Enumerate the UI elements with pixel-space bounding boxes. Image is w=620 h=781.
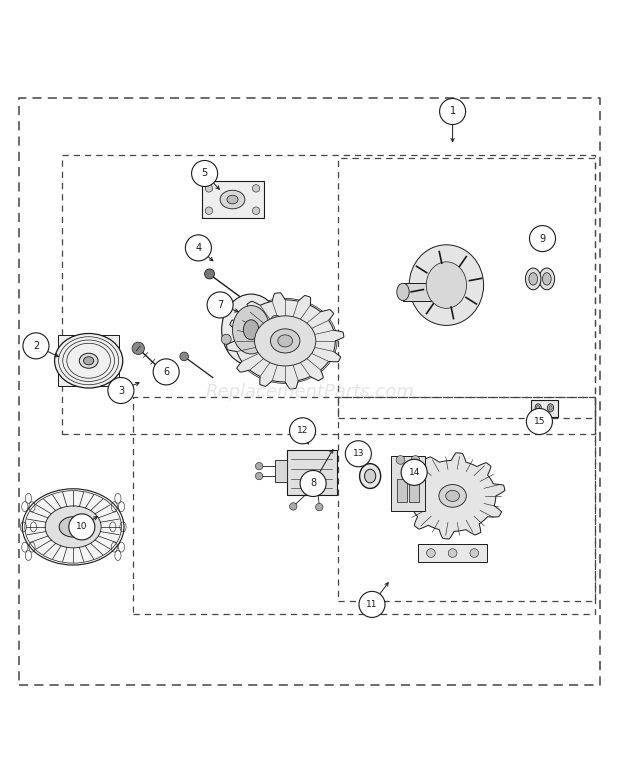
Bar	[418, 544, 487, 562]
Ellipse shape	[425, 473, 480, 519]
Circle shape	[290, 418, 316, 444]
Circle shape	[448, 549, 457, 558]
Ellipse shape	[220, 191, 245, 209]
Circle shape	[192, 160, 218, 187]
Circle shape	[255, 473, 263, 480]
Text: 15: 15	[534, 417, 545, 426]
Ellipse shape	[360, 464, 381, 488]
Ellipse shape	[232, 305, 270, 354]
Circle shape	[252, 184, 260, 192]
Circle shape	[345, 440, 371, 467]
Circle shape	[401, 459, 427, 485]
Ellipse shape	[45, 506, 101, 548]
Circle shape	[69, 514, 95, 540]
Ellipse shape	[397, 284, 409, 301]
Polygon shape	[401, 453, 505, 539]
Ellipse shape	[409, 244, 484, 326]
Circle shape	[411, 455, 420, 464]
Circle shape	[205, 184, 213, 192]
Circle shape	[252, 207, 260, 215]
Bar	[287, 450, 337, 494]
Text: 8: 8	[310, 479, 316, 488]
Circle shape	[108, 377, 134, 404]
Circle shape	[396, 455, 405, 464]
Text: 4: 4	[195, 243, 202, 253]
Circle shape	[185, 235, 211, 261]
Text: 11: 11	[366, 600, 378, 609]
Ellipse shape	[233, 298, 337, 383]
Ellipse shape	[243, 320, 259, 340]
Bar	[397, 479, 407, 502]
Ellipse shape	[79, 353, 98, 369]
Text: 5: 5	[202, 169, 208, 179]
Ellipse shape	[278, 335, 293, 347]
Text: ReplacementParts.com: ReplacementParts.com	[206, 383, 414, 401]
Ellipse shape	[446, 490, 459, 501]
Text: 9: 9	[539, 234, 546, 244]
Text: 3: 3	[118, 386, 124, 395]
Circle shape	[153, 359, 179, 385]
Circle shape	[316, 503, 323, 511]
Circle shape	[100, 370, 112, 382]
Ellipse shape	[84, 357, 94, 365]
Text: 14: 14	[409, 468, 420, 477]
Ellipse shape	[365, 469, 376, 483]
Circle shape	[23, 333, 49, 359]
Circle shape	[470, 549, 479, 558]
Ellipse shape	[255, 316, 316, 366]
Circle shape	[66, 370, 77, 382]
Circle shape	[205, 269, 215, 279]
Text: 6: 6	[163, 367, 169, 377]
Bar	[403, 284, 459, 301]
Ellipse shape	[222, 294, 280, 366]
Bar	[202, 181, 264, 218]
Ellipse shape	[529, 273, 538, 285]
Ellipse shape	[549, 405, 552, 410]
Circle shape	[221, 334, 231, 344]
Ellipse shape	[535, 404, 541, 412]
Ellipse shape	[439, 484, 466, 507]
Ellipse shape	[537, 405, 539, 410]
Circle shape	[529, 226, 556, 251]
Text: 2: 2	[33, 341, 39, 351]
Ellipse shape	[59, 517, 87, 537]
Text: 7: 7	[217, 300, 223, 310]
Circle shape	[440, 98, 466, 124]
Bar	[531, 400, 558, 417]
Circle shape	[300, 470, 326, 497]
Circle shape	[359, 591, 385, 618]
Ellipse shape	[539, 268, 555, 290]
Ellipse shape	[270, 329, 300, 353]
Circle shape	[207, 292, 233, 318]
Circle shape	[132, 342, 144, 355]
Circle shape	[180, 352, 188, 361]
Ellipse shape	[542, 273, 551, 285]
Text: 10: 10	[76, 522, 87, 531]
Bar	[409, 479, 419, 502]
Ellipse shape	[22, 489, 124, 565]
Bar	[275, 460, 287, 482]
Circle shape	[290, 503, 297, 510]
Bar	[58, 335, 119, 387]
Ellipse shape	[526, 268, 541, 290]
Circle shape	[255, 462, 263, 470]
Bar	[391, 455, 425, 512]
Text: 12: 12	[297, 426, 308, 435]
Circle shape	[100, 340, 112, 351]
Circle shape	[427, 549, 435, 558]
Ellipse shape	[55, 333, 123, 388]
Text: 1: 1	[450, 106, 456, 116]
Ellipse shape	[427, 262, 466, 308]
Polygon shape	[226, 293, 344, 389]
Circle shape	[271, 316, 281, 325]
Ellipse shape	[227, 195, 238, 204]
Circle shape	[205, 207, 213, 215]
Circle shape	[66, 340, 77, 351]
Text: 13: 13	[353, 449, 364, 458]
Circle shape	[526, 408, 552, 434]
Ellipse shape	[547, 404, 554, 412]
